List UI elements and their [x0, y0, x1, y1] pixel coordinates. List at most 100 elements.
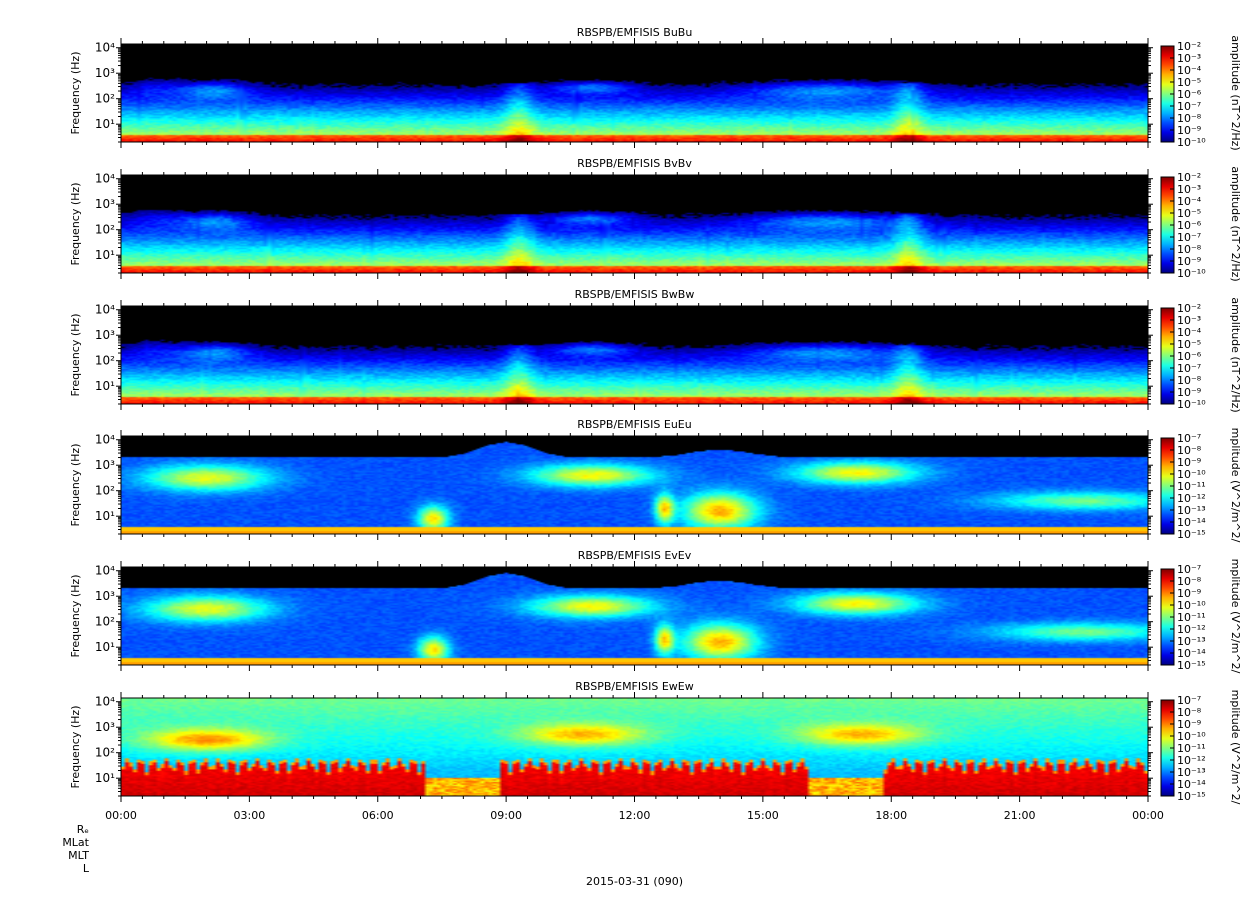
x-tick-label: 12:00	[619, 809, 651, 822]
colorbar-tick-label: 10⁻¹¹	[1177, 480, 1206, 493]
colorbar-tick-label: 10⁻⁸	[1177, 243, 1202, 256]
spectrogram-image	[121, 175, 1148, 273]
y-tick-label: 10¹	[95, 379, 115, 393]
colorbar-tick-label: 10⁻¹⁰	[1177, 398, 1206, 411]
ephemeris-label: L	[83, 862, 90, 875]
y-axis-label: Frequency (Hz)	[69, 52, 82, 135]
y-tick-label: 10⁴	[95, 41, 115, 55]
colorbar-tick-label: 10⁻³	[1177, 52, 1201, 65]
spectrogram-image	[121, 436, 1148, 534]
y-tick-label: 10³	[95, 328, 115, 342]
colorbar-tick-label: 10⁻¹¹	[1177, 611, 1206, 624]
colorbar-tick-label: 10⁻⁷	[1177, 100, 1201, 113]
colorbar-tick-label: 10⁻¹¹	[1177, 742, 1206, 755]
colorbar-tick-label: 10⁻²	[1177, 171, 1201, 184]
colorbar-tick-label: 10⁻¹⁵	[1177, 659, 1206, 672]
spectrogram-image	[121, 567, 1148, 665]
x-tick-label: 03:00	[234, 809, 266, 822]
y-tick-label: 10²	[95, 484, 115, 498]
x-tick-label: 15:00	[747, 809, 779, 822]
colorbar-tick-label: 10⁻⁹	[1177, 386, 1201, 399]
colorbar-tick-label: 10⁻⁷	[1177, 563, 1201, 576]
panel-title: RBSPB/EMFISIS BvBv	[577, 157, 692, 170]
x-tick-label: 18:00	[875, 809, 907, 822]
x-axis-label: 2015-03-31 (090)	[586, 875, 683, 888]
colorbar-tick-label: 10⁻⁸	[1177, 112, 1202, 125]
colorbar-tick-label: 10⁻¹³	[1177, 635, 1206, 648]
colorbar-tick-label: 10⁻⁴	[1177, 195, 1202, 208]
colorbar-label: mplitude (V^2/m^2/	[1229, 559, 1242, 674]
colorbar-label: mplitude (V^2/m^2/	[1229, 690, 1242, 805]
colorbar-tick-label: 10⁻⁹	[1177, 456, 1201, 469]
y-tick-label: 10³	[95, 720, 115, 734]
colorbar-tick-label: 10⁻⁶	[1177, 350, 1202, 363]
x-tick-label: 00:00	[1132, 809, 1164, 822]
y-tick-label: 10¹	[95, 509, 115, 523]
colorbar-tick-label: 10⁻⁶	[1177, 219, 1202, 232]
colorbar-tick-label: 10⁻⁷	[1177, 432, 1201, 445]
colorbar-tick-label: 10⁻¹²	[1177, 754, 1206, 767]
colorbar-tick-label: 10⁻¹⁵	[1177, 790, 1206, 803]
colorbar-tick-label: 10⁻⁹	[1177, 587, 1201, 600]
colorbar-tick-label: 10⁻⁴	[1177, 64, 1202, 77]
colorbar-tick-label: 10⁻⁹	[1177, 718, 1201, 731]
spectrogram-image	[121, 44, 1148, 142]
colorbar-tick-label: 10⁻¹²	[1177, 492, 1206, 505]
colorbar-tick-label: 10⁻¹⁴	[1177, 516, 1206, 529]
y-tick-label: 10³	[95, 458, 115, 472]
colorbar-tick-label: 10⁻¹³	[1177, 766, 1206, 779]
colorbar-tick-label: 10⁻⁹	[1177, 124, 1201, 137]
colorbar-tick-label: 10⁻⁷	[1177, 231, 1201, 244]
x-tick-label: 21:00	[1004, 809, 1036, 822]
colorbar-tick-label: 10⁻⁶	[1177, 88, 1202, 101]
x-tick-label: 09:00	[490, 809, 522, 822]
colorbar-tick-label: 10⁻³	[1177, 314, 1201, 327]
y-tick-label: 10²	[95, 746, 115, 760]
colorbar-tick-label: 10⁻¹²	[1177, 623, 1206, 636]
ephemeris-label: MLT	[68, 849, 89, 862]
colorbar-tick-label: 10⁻¹⁰	[1177, 267, 1206, 280]
colorbar-tick-label: 10⁻¹³	[1177, 504, 1206, 517]
y-tick-label: 10¹	[95, 117, 115, 131]
colorbar-label: amplitude (nT^2/Hz)	[1229, 297, 1242, 412]
ephemeris-label: MLat	[62, 836, 89, 849]
panel-title: RBSPB/EMFISIS EvEv	[578, 549, 692, 562]
colorbar-tick-label: 10⁻⁸	[1177, 374, 1202, 387]
panel-title: RBSPB/EMFISIS BuBu	[577, 26, 693, 39]
spectrogram-image	[121, 698, 1148, 796]
panel-title: RBSPB/EMFISIS EwEw	[575, 680, 693, 693]
colorbar-tick-label: 10⁻¹⁴	[1177, 647, 1206, 660]
y-tick-label: 10³	[95, 66, 115, 80]
colorbar-tick-label: 10⁻¹⁰	[1177, 599, 1206, 612]
x-tick-label: 00:00	[105, 809, 137, 822]
y-tick-label: 10²	[95, 354, 115, 368]
colorbar-tick-label: 10⁻⁴	[1177, 326, 1202, 339]
colorbar-tick-label: 10⁻¹⁰	[1177, 468, 1206, 481]
y-tick-label: 10³	[95, 589, 115, 603]
y-axis-label: Frequency (Hz)	[69, 183, 82, 266]
colorbar-tick-label: 10⁻²	[1177, 40, 1201, 53]
y-tick-label: 10¹	[95, 771, 115, 785]
y-tick-label: 10¹	[95, 248, 115, 262]
y-tick-label: 10⁴	[95, 172, 115, 186]
y-tick-label: 10⁴	[95, 695, 115, 709]
y-tick-label: 10²	[95, 615, 115, 629]
y-axis-label: Frequency (Hz)	[69, 706, 82, 789]
y-tick-label: 10²	[95, 92, 115, 106]
colorbar-label: mplitude (V^2/m^2/	[1229, 428, 1242, 543]
colorbar-tick-label: 10⁻⁸	[1177, 444, 1202, 457]
y-tick-label: 10²	[95, 223, 115, 237]
spectrogram-image	[121, 306, 1148, 404]
colorbar-tick-label: 10⁻⁵	[1177, 76, 1201, 89]
x-tick-label: 06:00	[362, 809, 394, 822]
colorbar-tick-label: 10⁻¹⁰	[1177, 136, 1206, 149]
colorbar-tick-label: 10⁻⁷	[1177, 362, 1201, 375]
y-tick-label: 10¹	[95, 640, 115, 654]
y-tick-label: 10⁴	[95, 303, 115, 317]
panel-title: RBSPB/EMFISIS EuEu	[577, 418, 691, 431]
colorbar-tick-label: 10⁻⁸	[1177, 706, 1202, 719]
colorbar-tick-label: 10⁻⁹	[1177, 255, 1201, 268]
y-tick-label: 10³	[95, 197, 115, 211]
